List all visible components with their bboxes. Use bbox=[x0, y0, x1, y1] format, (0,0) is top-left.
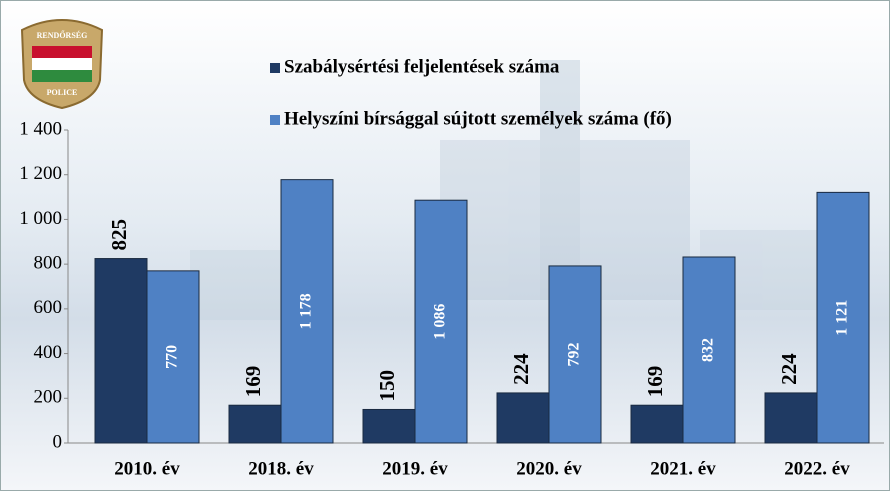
bar bbox=[229, 405, 281, 443]
y-tick-label: 0 bbox=[53, 431, 63, 452]
x-tick-label: 2019. év bbox=[382, 458, 448, 479]
data-label: 832 bbox=[700, 338, 717, 362]
x-tick-label: 2022. év bbox=[784, 458, 850, 479]
bar bbox=[95, 259, 147, 443]
logo: RENDŐRSÉG POLICE bbox=[22, 20, 102, 108]
y-tick-label: 1 000 bbox=[19, 208, 62, 229]
legend-marker bbox=[270, 115, 280, 125]
data-label: 224 bbox=[509, 353, 533, 385]
y-tick-label: 800 bbox=[34, 253, 63, 274]
legend-label: Szabálysértési feljelentések száma bbox=[284, 56, 560, 77]
data-label: 150 bbox=[375, 370, 399, 402]
data-label: 1 178 bbox=[298, 293, 315, 329]
data-label: 224 bbox=[777, 353, 801, 385]
data-label: 825 bbox=[107, 219, 131, 251]
logo-bottom: POLICE bbox=[47, 88, 78, 97]
x-tick-label: 2020. év bbox=[516, 458, 582, 479]
data-label: 792 bbox=[566, 342, 583, 366]
data-label: 169 bbox=[241, 366, 265, 398]
y-tick-label: 1 200 bbox=[19, 163, 62, 184]
x-tick-label: 2010. év bbox=[114, 458, 180, 479]
bar bbox=[363, 409, 415, 443]
logo-top: RENDŐRSÉG bbox=[37, 30, 88, 40]
x-tick-label: 2021. év bbox=[650, 458, 716, 479]
legend-marker bbox=[270, 63, 280, 73]
y-tick-label: 600 bbox=[34, 297, 63, 318]
data-label: 770 bbox=[164, 345, 181, 369]
bar bbox=[497, 393, 549, 443]
bar bbox=[631, 405, 683, 443]
x-tick-label: 2018. év bbox=[248, 458, 314, 479]
data-label: 1 086 bbox=[432, 304, 449, 340]
legend-label: Helyszíni bírsággal sújtott személyek sz… bbox=[284, 108, 672, 129]
y-tick-label: 400 bbox=[34, 342, 63, 363]
y-tick-label: 1 400 bbox=[19, 118, 62, 139]
y-tick-label: 200 bbox=[34, 387, 63, 408]
bar bbox=[765, 393, 817, 443]
chart: RENDŐRSÉG POLICE 0 200 400 600 800 1 000 1 200… bbox=[0, 0, 890, 491]
data-label: 1 121 bbox=[834, 300, 851, 336]
data-label: 169 bbox=[643, 366, 667, 398]
